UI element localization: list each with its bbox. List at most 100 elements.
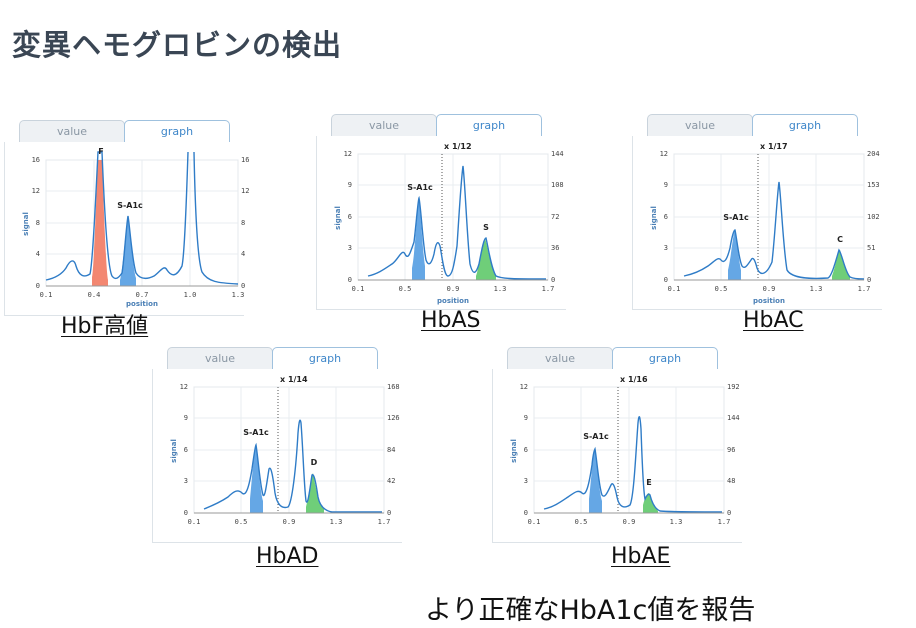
x-tick: 0.7: [136, 291, 149, 299]
x-tick: 0.9: [623, 518, 636, 526]
x-tick: 1.3: [810, 285, 823, 293]
y-left-tick: 12: [660, 150, 668, 158]
s-a1c-peak-fill: [250, 445, 263, 513]
y-right-tick: 12: [241, 187, 249, 195]
y-right-tick: 51: [867, 244, 875, 252]
grid: [358, 154, 548, 280]
grid: [534, 387, 724, 513]
x-tick: 1.3: [494, 285, 507, 293]
s-a1c-peak-fill: [728, 230, 741, 280]
y-left-tick: 0: [184, 509, 188, 517]
chart-panel-hbac: value graph 0 3 6 9 12 0 51 102 153 204 …: [632, 114, 882, 310]
grid: [194, 387, 384, 513]
y-left-tick: 9: [664, 181, 668, 189]
y-left-tick: 0: [524, 509, 528, 517]
variant-peak-fill: [476, 238, 496, 280]
y-right-tick: 36: [551, 244, 559, 252]
caption-hbae: HbAE: [611, 544, 671, 569]
signal-trace: [45, 151, 239, 285]
f-peak-fill: [92, 160, 108, 286]
y-left-tick: 6: [184, 446, 188, 454]
y-right-tick: 126: [387, 414, 400, 422]
variant-peak-fill: [643, 493, 658, 513]
y-right-tick: 0: [727, 509, 731, 517]
chromatogram: 0 3 6 9 12 0 51 102 153 204 0.1 0.5 0.9 …: [650, 142, 880, 305]
scale-note: x 1/12: [444, 142, 472, 151]
y-left-tick: 0: [36, 282, 40, 290]
x-tick: 1.7: [858, 285, 871, 293]
peak-label-variant: E: [646, 478, 651, 487]
x-tick: 0.1: [352, 285, 365, 293]
variant-peak-fill: [832, 250, 850, 280]
tab-value[interactable]: value: [19, 120, 125, 142]
x-tick: 1.7: [378, 518, 391, 526]
signal-trace: [683, 181, 865, 280]
caption-hbad: HbAD: [256, 544, 319, 569]
y-right-tick: 96: [727, 446, 735, 454]
tab-bar: value graph: [492, 347, 742, 371]
caption-hbac: HbAC: [743, 308, 804, 333]
y-left-tick: 12: [32, 187, 40, 195]
tab-value[interactable]: value: [167, 347, 273, 369]
chart-frame: [492, 369, 742, 543]
y-left-tick: 12: [344, 150, 352, 158]
y-left-tick: 6: [524, 446, 528, 454]
scale-note: x 1/16: [620, 375, 648, 384]
peak-label-variant: D: [311, 458, 318, 467]
y-left-tick: 16: [32, 156, 40, 164]
x-tick: 1.7: [542, 285, 555, 293]
tab-value[interactable]: value: [331, 114, 437, 136]
tab-value[interactable]: value: [507, 347, 613, 369]
chart-panel-hbf: value graph 0 4 8 12 16 0 4 8 12 16 0.1 …: [4, 120, 249, 316]
signal-trace: [203, 419, 382, 513]
x-tick: 1.3: [330, 518, 343, 526]
tab-bar: value graph: [316, 114, 566, 138]
y-left-tick: 3: [348, 244, 352, 252]
y-right-tick: 42: [387, 477, 395, 485]
chromatogram: 0 3 6 9 12 0 48 96 144 192 0.1 0.5 0.9 1…: [510, 375, 740, 526]
y-left-tick: 0: [348, 276, 352, 284]
y-left-tick: 6: [664, 213, 668, 221]
x-tick: 1.0: [184, 291, 197, 299]
peak-label-variant: S: [483, 223, 489, 232]
tab-value[interactable]: value: [647, 114, 753, 136]
y-right-tick: 72: [551, 213, 559, 221]
y-axis-label: signal: [334, 206, 342, 230]
x-tick: 1.3: [232, 291, 245, 299]
chart-frame: [632, 136, 882, 310]
x-tick: 0.1: [188, 518, 201, 526]
y-right-tick: 108: [551, 181, 564, 189]
peak-label-variant: C: [837, 235, 843, 244]
y-right-tick: 102: [867, 213, 880, 221]
peak-label-f: F: [98, 147, 103, 156]
x-tick: 0.4: [88, 291, 101, 299]
peak-label-s-a1c: S-A1c: [723, 213, 749, 222]
y-left-tick: 8: [36, 219, 40, 227]
peak-label-s-a1c: S-A1c: [407, 183, 433, 192]
y-axis-label: signal: [510, 439, 518, 463]
y-right-tick: 192: [727, 383, 740, 391]
tab-bar: value graph: [4, 120, 244, 144]
y-right-tick: 144: [551, 150, 564, 158]
x-tick: 0.1: [528, 518, 541, 526]
chart-panel-hbae: value graph 0 3 6 9 12 0 48 96 144 192 0…: [492, 347, 742, 543]
footer-message: より正確なHbA1c値を報告: [425, 595, 756, 626]
tab-graph[interactable]: graph: [124, 120, 230, 142]
tab-graph[interactable]: graph: [752, 114, 858, 136]
y-right-tick: 168: [387, 383, 400, 391]
y-right-tick: 0: [551, 276, 555, 284]
y-left-tick: 12: [520, 383, 528, 391]
y-left-tick: 4: [36, 250, 40, 258]
y-left-tick: 9: [184, 414, 188, 422]
s-a1c-peak-fill: [412, 200, 425, 280]
chromatogram: 0 3 6 9 12 0 36 72 108 144 0.1 0.5 0.9 1…: [334, 142, 564, 305]
y-right-tick: 4: [241, 250, 245, 258]
y-axis-label: signal: [22, 212, 30, 236]
x-axis-label: position: [126, 300, 158, 308]
tab-graph[interactable]: graph: [436, 114, 542, 136]
y-left-tick: 12: [180, 383, 188, 391]
tab-graph[interactable]: graph: [612, 347, 718, 369]
tab-graph[interactable]: graph: [272, 347, 378, 369]
y-right-tick: 144: [727, 414, 740, 422]
x-tick: 0.1: [668, 285, 681, 293]
